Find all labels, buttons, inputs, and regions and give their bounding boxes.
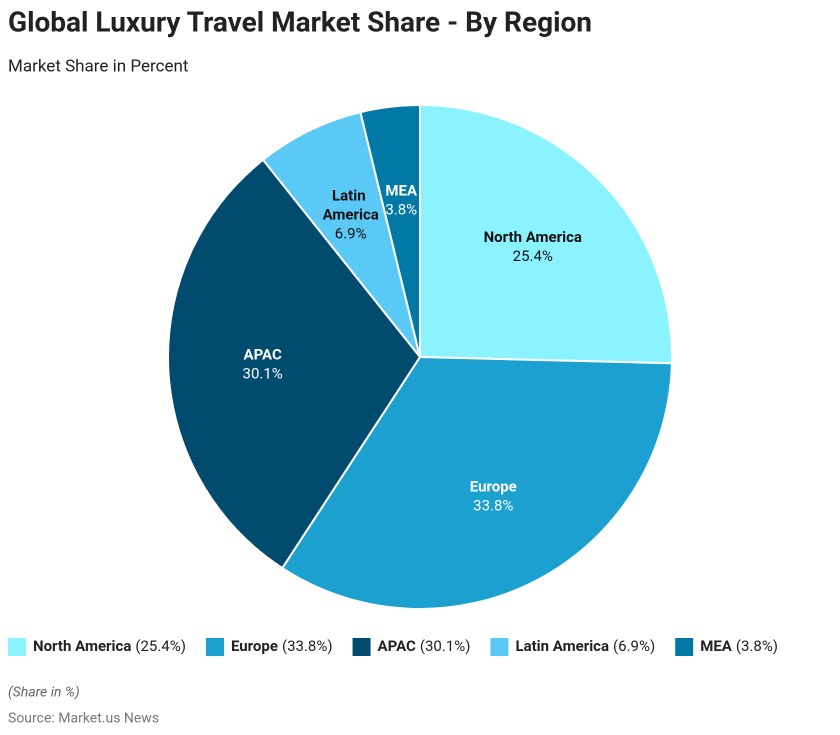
legend-label: North America [33,637,131,655]
slice-value-label: 3.8% [385,201,417,219]
legend-value: (33.8%) [282,637,333,655]
legend-label: APAC [378,637,416,655]
slice-label: Europe [470,477,517,495]
pie-slice [359,103,421,358]
slice-value-label: 30.1% [243,364,283,382]
legend-value: (3.8%) [736,637,778,655]
slice-label: APAC [244,345,282,363]
source: Source: Market.us News [8,711,159,727]
legend-value: (6.9%) [613,637,655,655]
legend-swatch [205,638,224,656]
slice-label: MEA [385,182,418,200]
legend-label: Latin America [515,637,609,655]
chart-title: Global Luxury Travel Market Share - By R… [8,5,592,38]
legend-value: (30.1%) [420,637,471,655]
legend-swatch [8,638,26,656]
legend-label: Europe [231,637,278,655]
note: (Share in %) [8,685,80,701]
slice-label: North America [484,228,582,246]
slice-value-label: 6.9% [335,225,367,243]
slice-label: Latin America [323,187,379,224]
legend-swatch [352,638,371,656]
slice-label-line: Latin [332,187,369,205]
slice-value-label: 33.8% [473,496,513,514]
pie-slice [419,103,673,365]
chart-subtitle: Market Share in Percent [8,56,188,76]
slice-value-label: 25.4% [513,247,553,265]
pie-slice [261,110,421,358]
pie-slice [167,158,422,570]
legend-label: MEA [700,637,733,655]
legend-swatch [490,638,509,656]
legend-swatch [675,638,694,656]
slice-label-line: America [323,206,379,224]
legend-value: (25.4%) [135,637,186,655]
